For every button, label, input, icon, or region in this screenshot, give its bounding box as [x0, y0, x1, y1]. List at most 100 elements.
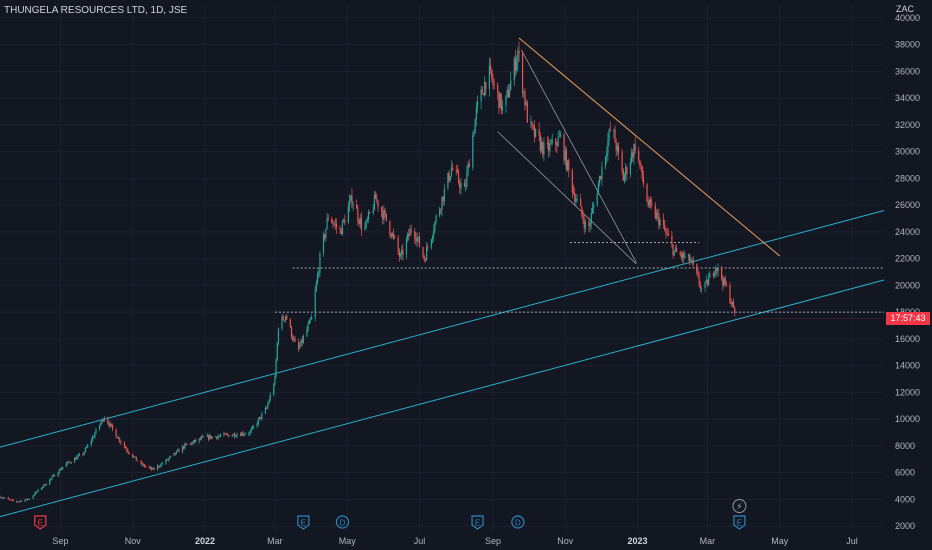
candle-body	[531, 121, 533, 126]
candle-body	[700, 287, 703, 289]
candle-body	[257, 418, 259, 424]
candle-body	[307, 324, 309, 330]
candle-body	[173, 452, 175, 456]
candle-body	[315, 282, 317, 291]
candle-body	[140, 461, 142, 464]
candle-body	[542, 141, 544, 155]
candle-body	[705, 279, 707, 283]
price-tick-label: 10000	[895, 414, 920, 424]
event-letter: E	[475, 519, 480, 528]
candle-body	[452, 167, 454, 170]
candle-body	[175, 450, 178, 454]
candle-body	[599, 175, 601, 184]
candle-body	[117, 437, 120, 439]
candle-body	[339, 227, 341, 230]
candle-body	[568, 160, 570, 171]
candle-body	[10, 499, 12, 501]
candle-body	[217, 436, 219, 439]
candle-body	[84, 448, 86, 453]
earnings-event-marker[interactable]	[733, 515, 746, 530]
candlestick-series	[0, 41, 736, 503]
candle-body	[157, 465, 159, 470]
candle-body	[18, 501, 20, 503]
candle-body	[236, 434, 238, 437]
candle-body	[563, 134, 565, 161]
candle-body	[543, 142, 545, 155]
candle-body	[19, 500, 21, 502]
candle-body	[215, 436, 217, 438]
candle-body	[491, 69, 493, 79]
candle-body	[510, 80, 512, 91]
candle-body	[341, 220, 344, 235]
time-tick-label: Mar	[700, 536, 716, 546]
symbol-title[interactable]: THUNGELA RESOURCES LTD, 1D, JSE	[4, 5, 188, 16]
upper-channel-line[interactable]	[0, 210, 885, 448]
candle-body	[575, 200, 577, 202]
earnings-event-marker[interactable]	[471, 515, 484, 530]
candle-body	[166, 459, 168, 461]
lower-channel-line[interactable]	[0, 279, 885, 518]
candle-body	[591, 207, 594, 214]
candle-body	[730, 302, 732, 305]
split-event-circle[interactable]	[732, 499, 747, 513]
candle-body	[410, 229, 412, 232]
candle-body	[629, 162, 632, 175]
resistance-trendline[interactable]	[518, 37, 781, 257]
time-tick-label: Sep	[485, 536, 501, 546]
earnings-event-marker[interactable]	[34, 515, 47, 530]
candle-body	[228, 434, 230, 437]
wedge-upper-line[interactable]	[521, 49, 637, 263]
candle-body	[567, 160, 569, 170]
candle-body	[216, 436, 218, 439]
candle-body	[493, 84, 495, 86]
event-markers[interactable]: E E D E D E ⚡	[34, 499, 747, 530]
candle-body	[190, 442, 192, 445]
candle-body	[168, 456, 171, 459]
candle-body	[136, 460, 139, 462]
candle-body	[11, 499, 13, 501]
candle-body	[207, 435, 210, 440]
candle-body	[111, 425, 114, 429]
candle-body	[59, 469, 62, 471]
candle-body	[261, 413, 263, 419]
candle-body	[142, 464, 144, 466]
candle-body	[2, 497, 5, 499]
dividend-event-marker[interactable]	[511, 515, 525, 529]
candle-body	[488, 65, 490, 89]
wedge-lower-line[interactable]	[497, 131, 637, 265]
candle-body	[723, 277, 725, 286]
time-axis[interactable]: Sep Nov 2022 Mar May Jul Sep Nov 2023 Mar May Jul	[52, 536, 857, 546]
candle-body	[555, 139, 557, 145]
dividend-event-marker[interactable]	[335, 515, 350, 529]
candle-body	[116, 437, 118, 439]
candle-body	[383, 210, 385, 220]
candle-body	[174, 452, 176, 454]
trend-drawings[interactable]	[0, 37, 885, 518]
candle-body	[373, 194, 376, 210]
candle-body	[132, 453, 134, 458]
candle-body	[333, 223, 335, 225]
candle-body	[27, 499, 30, 501]
candle-body	[433, 230, 435, 237]
candle-body	[276, 342, 278, 361]
candle-body	[729, 285, 731, 303]
candle-body	[260, 416, 262, 419]
candle-body	[646, 184, 648, 202]
candle-body	[639, 159, 641, 166]
candle-body	[269, 394, 271, 401]
candle-body	[294, 338, 296, 342]
candle-body	[476, 101, 479, 107]
candle-body	[284, 315, 287, 320]
candle-body	[634, 144, 636, 151]
candle-body	[160, 463, 162, 467]
candle-body	[184, 443, 186, 449]
lightning-icon: ⚡	[736, 503, 742, 513]
candle-body	[364, 227, 366, 230]
candle-body	[475, 106, 477, 120]
candle-body	[671, 235, 673, 245]
price-axis[interactable]: 2000400060008000100001200014000160001800…	[895, 13, 920, 531]
candle-body	[193, 439, 195, 442]
earnings-event-marker[interactable]	[297, 515, 310, 530]
candle-body	[65, 463, 67, 467]
